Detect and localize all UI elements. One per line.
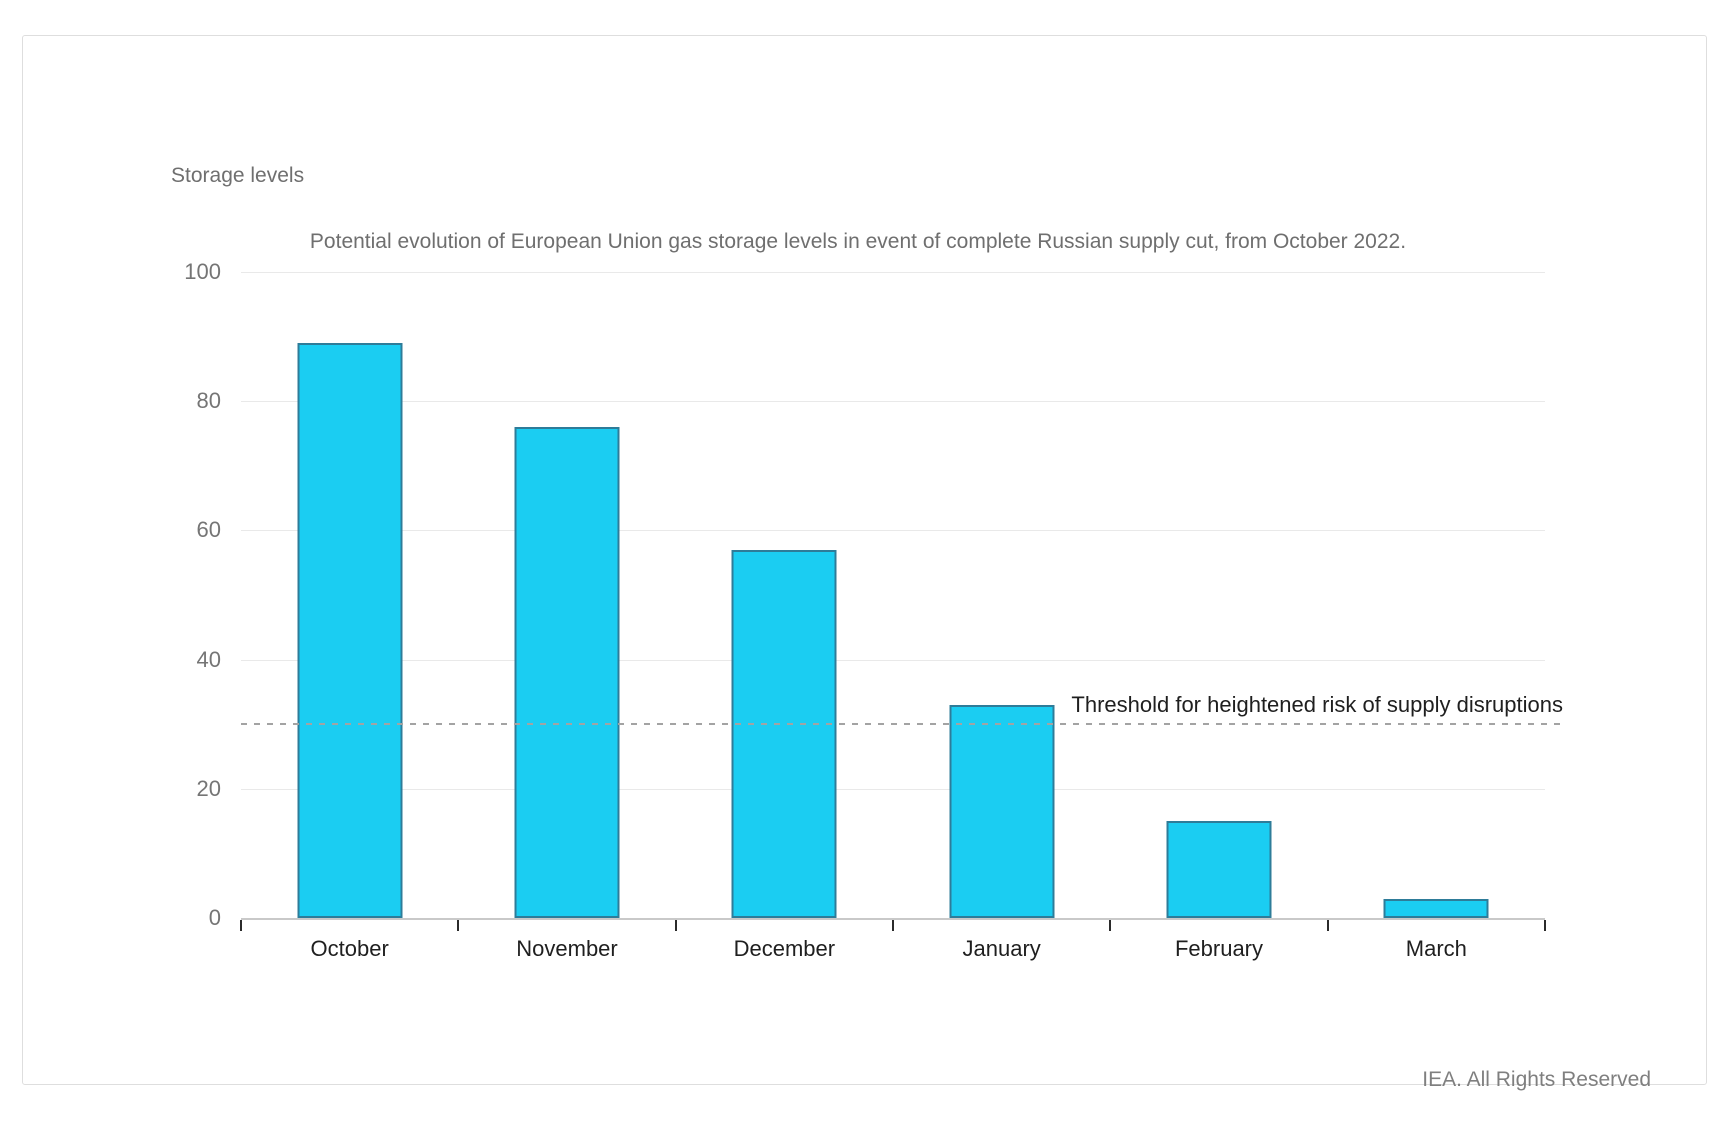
x-axis-tick [1109, 920, 1112, 931]
x-tick-label-november: November [516, 936, 618, 961]
x-tick-label-march: March [1405, 936, 1467, 961]
y-tick-label-20: 20 [196, 775, 221, 801]
threshold-dashed-line [241, 723, 1561, 726]
bar-december [731, 549, 837, 918]
bar-january [949, 704, 1055, 918]
x-tick-label-january: January [962, 936, 1041, 961]
x-tick-label-february: February [1174, 936, 1264, 961]
x-axis-tick [892, 920, 894, 931]
y-tick-label-60: 60 [196, 517, 221, 543]
x-tick-label-october: October [310, 936, 389, 961]
x-axis-tick [1544, 920, 1546, 931]
threshold-label: Threshold for heightened risk of supply … [1071, 692, 1563, 718]
x-axis-tick [1326, 920, 1329, 931]
gridline-100 [241, 272, 1545, 273]
bar-march [1383, 898, 1489, 918]
x-tick-label-december: December [733, 936, 836, 961]
gridline-60 [241, 530, 1545, 532]
bar-october [297, 343, 403, 918]
chart-title: Potential evolution of European Union ga… [309, 230, 1407, 253]
bar-november [514, 427, 620, 918]
y-axis-title: Storage levels [171, 164, 305, 187]
y-tick-label-100: 100 [184, 259, 221, 284]
y-tick-label-0: 0 [208, 905, 221, 930]
x-axis-tick [457, 920, 460, 931]
plot-area: Threshold for heightened risk of supply … [184, 259, 1563, 961]
bar-february [1166, 821, 1272, 918]
copyright-footer: IEA. All Rights Reserved [1422, 1068, 1651, 1091]
x-axis-tick [674, 920, 677, 931]
chart-card: Storage levels Potential evolution of Eu… [22, 35, 1707, 1091]
x-axis-tick [240, 920, 242, 931]
gridline-80 [241, 401, 1545, 403]
gridline-40 [241, 659, 1545, 661]
y-tick-label-40: 40 [196, 646, 221, 672]
y-tick-label-80: 80 [196, 388, 221, 414]
gridline-20 [241, 788, 1545, 790]
